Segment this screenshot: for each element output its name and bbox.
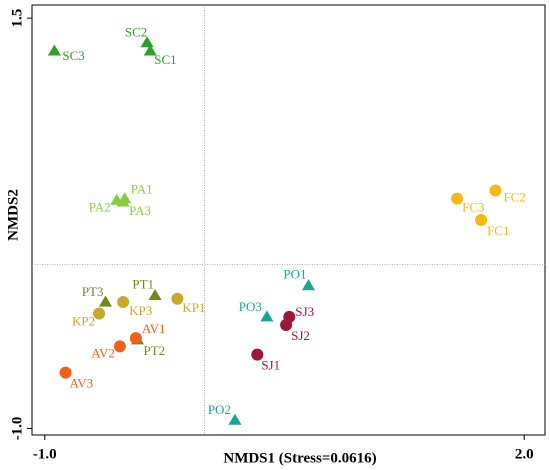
circle-point	[475, 214, 488, 226]
y-tick-label: 1.5	[9, 9, 25, 28]
triangle-point	[301, 279, 315, 291]
point-label: SC2	[125, 25, 147, 40]
circle-point	[59, 366, 72, 379]
circle-point	[129, 332, 142, 345]
circle-point	[113, 340, 126, 353]
point-label: KP1	[182, 300, 205, 315]
point-label: FC1	[487, 223, 509, 238]
point-label: AV2	[91, 345, 115, 360]
circle-point	[93, 307, 106, 320]
circle-point	[280, 319, 293, 332]
point-label: PO1	[283, 267, 306, 282]
point-label: SJ1	[261, 358, 280, 373]
triangle-point	[228, 413, 242, 425]
circle-point	[117, 296, 130, 309]
point-label: PA1	[131, 182, 153, 197]
circle-point	[451, 192, 464, 205]
point-label: PA3	[129, 203, 151, 218]
point-label: SC1	[154, 52, 176, 67]
triangle-point	[148, 288, 162, 301]
triangle-point	[99, 295, 113, 307]
point-label: PT1	[132, 276, 154, 291]
point-label: PT2	[143, 343, 165, 358]
point-label: PT3	[82, 284, 104, 299]
triangle-point	[260, 310, 274, 322]
y-tick-label: -1.0	[9, 417, 25, 441]
point-label: PO3	[239, 299, 262, 314]
point-label: SC3	[62, 48, 84, 63]
x-tick-label: 2.0	[515, 446, 534, 462]
point-label: KP3	[129, 303, 152, 318]
x-axis-label: NMDS1 (Stress=0.0616)	[223, 450, 376, 466]
plot-frame	[31, 4, 546, 436]
x-tick-label: -1.0	[33, 446, 57, 462]
point-label: FC3	[462, 200, 484, 215]
point-label: FC2	[503, 189, 525, 204]
circle-point	[171, 292, 184, 305]
circle-point	[489, 184, 502, 197]
point-label: AV1	[142, 321, 166, 336]
triangle-point	[47, 44, 61, 56]
triangle-point	[143, 44, 157, 56]
y-axis-label: NMDS2	[5, 189, 21, 241]
point-label: PO2	[208, 402, 231, 417]
triangle-point	[140, 36, 154, 48]
point-label: PA2	[89, 199, 111, 214]
point-label: SJ2	[291, 328, 310, 343]
triangle-point	[116, 195, 130, 207]
point-label: AV3	[70, 376, 94, 391]
point-label: KP2	[72, 314, 95, 329]
circle-point	[251, 348, 264, 361]
point-label: SJ3	[295, 304, 314, 319]
